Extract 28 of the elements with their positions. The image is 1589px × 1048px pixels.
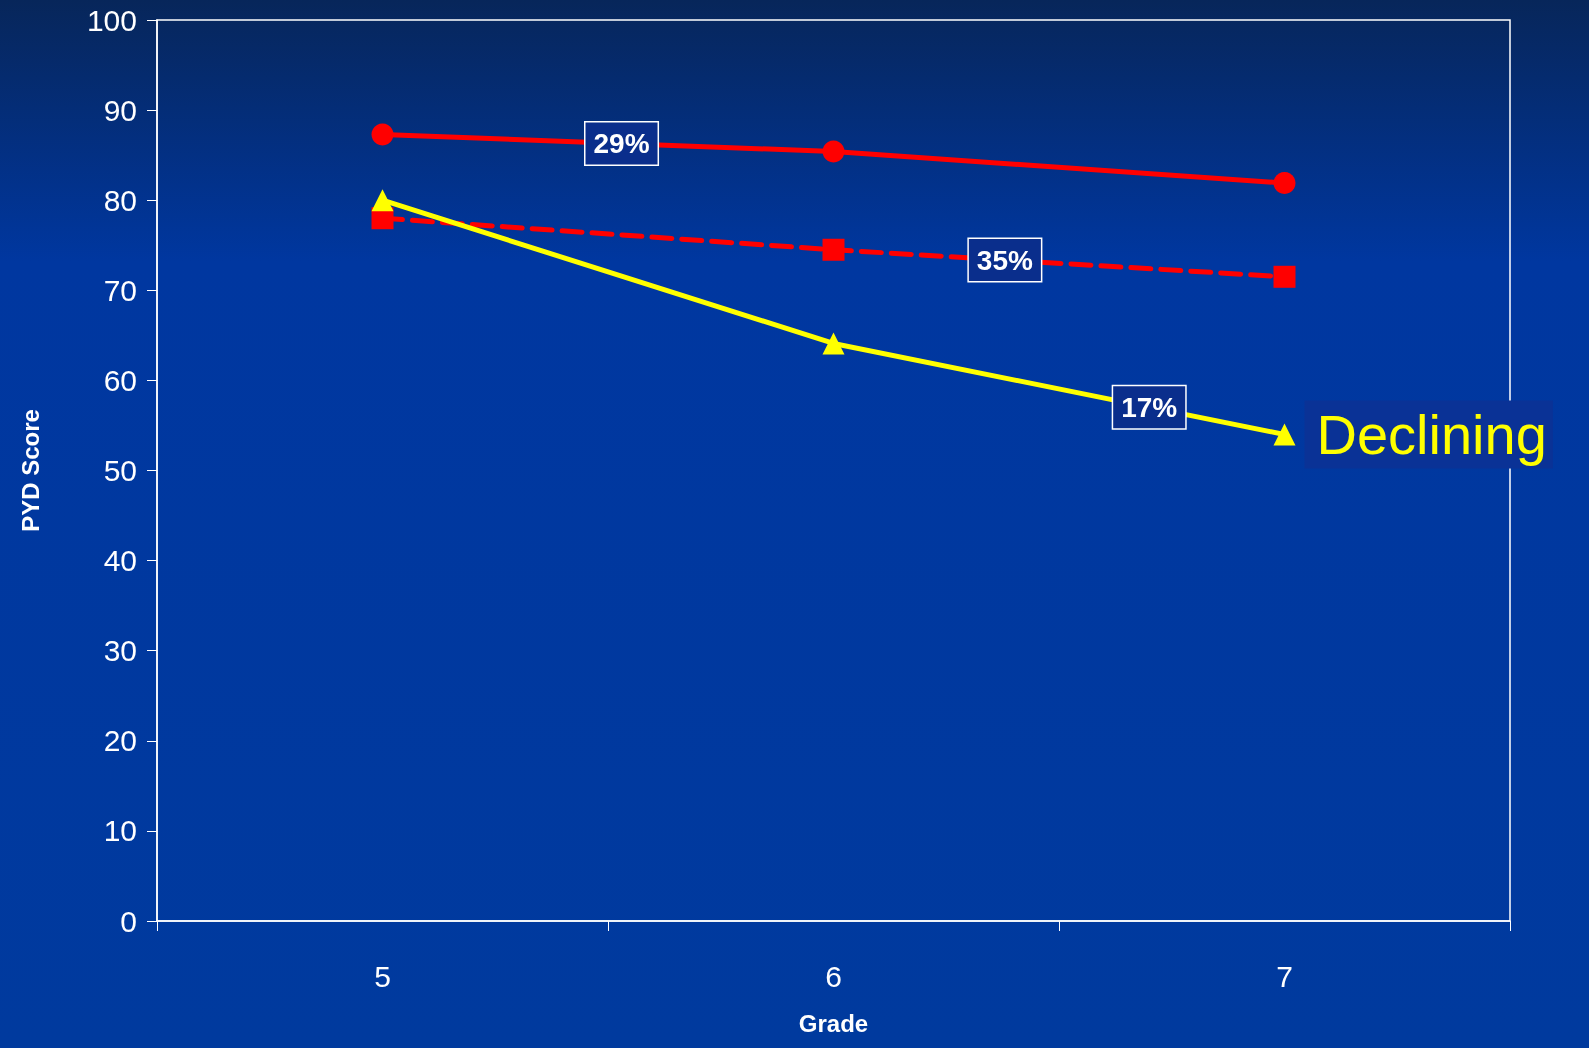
- annotation: 17%: [1121, 391, 1178, 423]
- point: [1273, 265, 1296, 288]
- point: [371, 123, 394, 146]
- point: [371, 189, 394, 212]
- y-tick-label: 40: [103, 544, 137, 578]
- y-axis-title: PYD Score: [16, 409, 44, 532]
- y-tick-label: 100: [86, 3, 137, 37]
- point: [822, 140, 845, 163]
- y-tick-label: 50: [103, 454, 137, 487]
- point: [822, 332, 845, 355]
- y-tick-label: 80: [103, 183, 137, 217]
- annotation: 29%: [593, 128, 650, 159]
- annotation: Declining: [1316, 402, 1547, 466]
- y-tick-label: 20: [103, 724, 137, 758]
- point: [1273, 172, 1296, 195]
- y-tick-label: 60: [103, 363, 137, 397]
- x-tick-label: 5: [374, 959, 391, 993]
- y-tick-label: 10: [103, 814, 137, 848]
- y-tick-label: 0: [120, 904, 137, 938]
- point: [822, 238, 845, 261]
- y-tick-label: 70: [103, 273, 137, 307]
- annotation: 35%: [976, 244, 1033, 276]
- y-tick-label: 90: [103, 93, 137, 127]
- x-tick-label: 7: [1276, 959, 1293, 993]
- x-tick-label: 6: [825, 959, 842, 993]
- point: [1273, 423, 1296, 446]
- y-tick-label: 30: [103, 634, 137, 668]
- x-axis-title: Grade: [798, 1009, 869, 1037]
